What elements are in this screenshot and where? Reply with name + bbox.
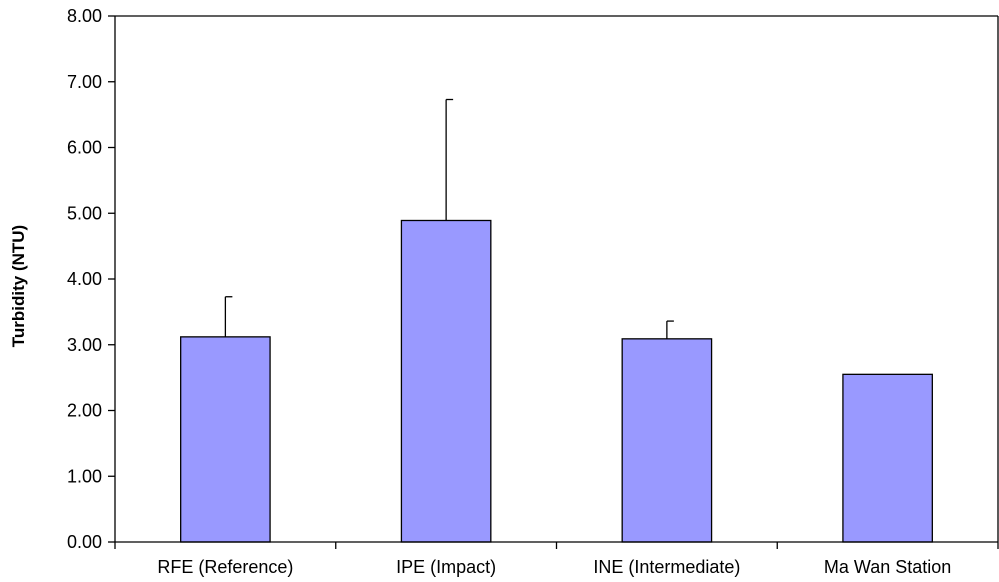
y-tick-label: 1.00 xyxy=(67,466,102,486)
y-axis-title: Turbidity (NTU) xyxy=(9,225,28,347)
y-tick-label: 5.00 xyxy=(67,203,102,223)
y-tick-label: 3.00 xyxy=(67,335,102,355)
y-tick-label: 2.00 xyxy=(67,401,102,421)
y-tick-label: 4.00 xyxy=(67,269,102,289)
x-tick-label: INE (Intermediate) xyxy=(593,557,740,577)
x-ticks-layer: RFE (Reference) IPE (Impact) INE (Intermed… xyxy=(114,542,999,577)
x-tick-label: IPE (Impact) xyxy=(396,557,496,577)
y-tick-label: 6.00 xyxy=(67,138,102,158)
bar xyxy=(180,336,271,543)
error-bars-layer xyxy=(224,98,674,339)
bar xyxy=(621,338,713,543)
bar xyxy=(842,373,933,543)
y-tick-label: 7.00 xyxy=(67,72,102,92)
y-tick-label: 8.00 xyxy=(67,6,102,26)
bar xyxy=(400,219,492,543)
bars-layer xyxy=(180,219,933,543)
x-tick-label: RFE (Reference) xyxy=(157,557,293,577)
y-tick-label: 0.00 xyxy=(67,532,102,552)
x-tick-label: Ma Wan Station xyxy=(824,557,951,577)
y-ticks-layer: 0.00 1.00 2.00 3.00 4.00 5.00 6.00 7.00 8.00 xyxy=(67,6,115,552)
